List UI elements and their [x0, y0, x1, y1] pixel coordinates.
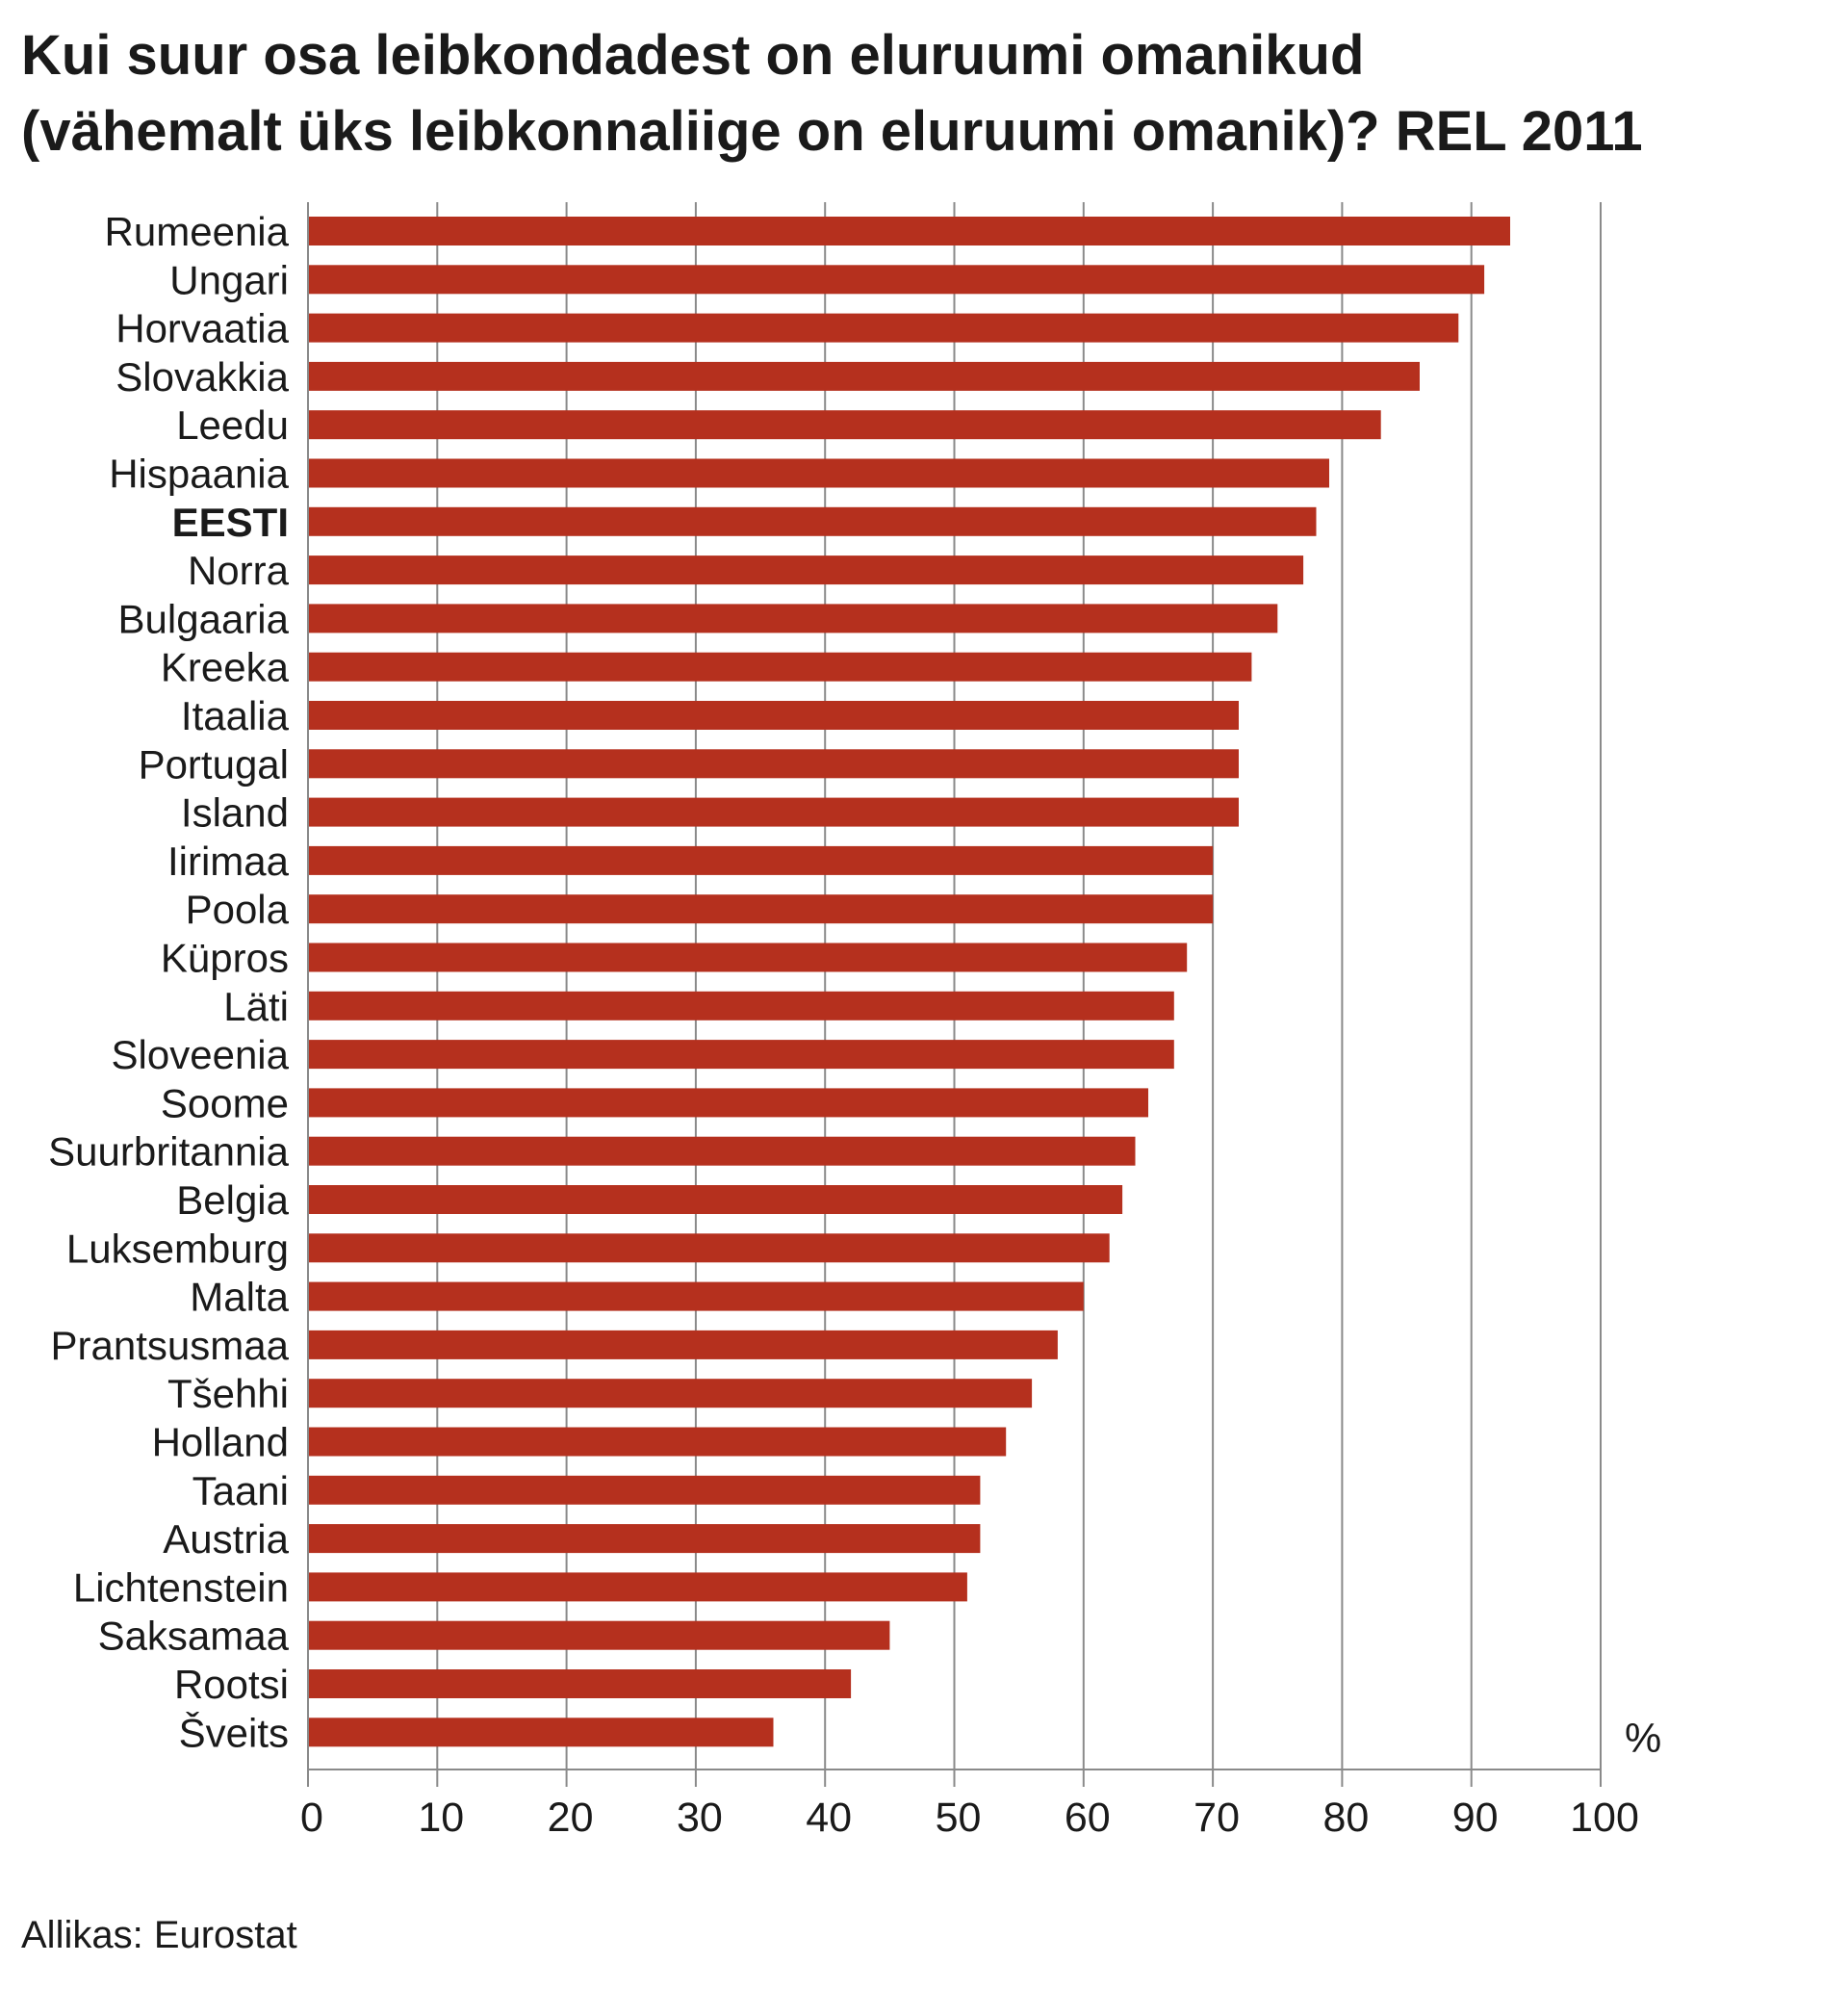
x-tick-label-30: 30: [677, 1795, 723, 1841]
bar-6: [308, 506, 1317, 536]
bar-10: [308, 701, 1239, 730]
chart-title-line-2: (vähemalt üks leibkonnaliige on eluruumi…: [21, 100, 1643, 163]
category-label-25: Holland: [152, 1420, 289, 1465]
bar-25: [308, 1427, 1007, 1457]
category-label-13: Iirimaa: [167, 839, 290, 884]
category-label-19: Suurbritannia: [48, 1129, 289, 1175]
category-label-30: Rootsi: [174, 1662, 289, 1707]
bar-3: [308, 361, 1420, 391]
category-label-21: Luksemburg: [66, 1226, 289, 1271]
category-label-14: Poola: [186, 887, 290, 932]
bar-7: [308, 555, 1304, 585]
category-label-27: Austria: [163, 1516, 289, 1562]
bar-23: [308, 1330, 1058, 1359]
category-label-9: Kreeka: [161, 645, 290, 690]
bar-11: [308, 749, 1239, 779]
bar-31: [308, 1718, 774, 1747]
category-label-28: Lichtenstein: [73, 1564, 289, 1610]
bar-14: [308, 894, 1214, 924]
x-tick-label-100: 100: [1570, 1795, 1639, 1841]
bar-22: [308, 1281, 1084, 1311]
x-tick-label-50: 50: [936, 1795, 982, 1841]
category-label-0: Rumeenia: [105, 209, 290, 254]
x-tick-label-10: 10: [418, 1795, 464, 1841]
bar-30: [308, 1669, 852, 1698]
category-label-12: Island: [181, 790, 289, 836]
bar-29: [308, 1620, 890, 1650]
category-label-10: Itaalia: [181, 693, 290, 738]
category-label-11: Portugal: [139, 741, 289, 787]
bar-28: [308, 1572, 967, 1602]
bar-18: [308, 1088, 1148, 1118]
category-label-5: Hispaania: [109, 452, 289, 497]
x-tick-label-90: 90: [1452, 1795, 1499, 1841]
category-label-29: Saksamaa: [98, 1614, 290, 1659]
category-label-3: Slovakkia: [116, 354, 289, 400]
bar-1: [308, 265, 1485, 295]
category-label-23: Prantsusmaa: [51, 1323, 290, 1368]
category-label-17: Sloveenia: [112, 1032, 290, 1077]
x-axis: 0 10 20 30 40 50 60 70 80 90 100: [300, 202, 1639, 1841]
x-tick-label-20: 20: [548, 1795, 594, 1841]
category-labels: RumeeniaUngariHorvaatiaSlovakkiaLeeduHis…: [48, 209, 289, 1755]
bar-15: [308, 943, 1188, 972]
chart-title-line-1: Kui suur osa leibkondadest on eluruumi o…: [21, 24, 1365, 87]
bar-24: [308, 1379, 1033, 1408]
x-tick-label-60: 60: [1065, 1795, 1111, 1841]
category-label-26: Taani: [192, 1468, 289, 1513]
category-label-2: Horvaatia: [116, 306, 289, 351]
bar-26: [308, 1475, 981, 1505]
category-label-22: Malta: [190, 1275, 289, 1320]
category-label-7: Norra: [188, 548, 290, 593]
bar-17: [308, 1040, 1174, 1070]
bar-2: [308, 313, 1459, 343]
unit-label: %: [1625, 1716, 1661, 1762]
x-tick-label-40: 40: [806, 1795, 852, 1841]
bar-4: [308, 410, 1381, 440]
bar-0: [308, 217, 1510, 245]
bar-12: [308, 797, 1239, 827]
bars: [308, 217, 1510, 1747]
category-label-20: Belgia: [176, 1177, 289, 1223]
bar-8: [308, 604, 1278, 633]
category-label-6: EESTI: [172, 500, 289, 545]
bar-13: [308, 845, 1214, 875]
category-label-1: Ungari: [169, 257, 289, 302]
bar-16: [308, 991, 1174, 1020]
bar-27: [308, 1524, 981, 1554]
bar-9: [308, 652, 1252, 682]
x-tick-label-0: 0: [300, 1795, 323, 1841]
category-label-16: Läti: [223, 984, 289, 1029]
bar-20: [308, 1185, 1123, 1214]
category-label-8: Bulgaaria: [118, 596, 290, 641]
chart-title: Kui suur osa leibkondadest on eluruumi o…: [21, 17, 1831, 169]
category-label-18: Soome: [161, 1080, 289, 1125]
category-label-4: Leedu: [176, 402, 289, 448]
category-label-24: Tšehhi: [167, 1371, 289, 1416]
bar-19: [308, 1136, 1136, 1166]
category-label-31: Šveits: [179, 1710, 289, 1755]
source-note: Allikas: Eurostat: [21, 1914, 297, 1956]
x-tick-label-80: 80: [1322, 1795, 1369, 1841]
bar-5: [308, 458, 1329, 488]
bar-21: [308, 1233, 1110, 1263]
category-label-15: Küpros: [161, 936, 289, 981]
x-tick-label-70: 70: [1194, 1795, 1240, 1841]
